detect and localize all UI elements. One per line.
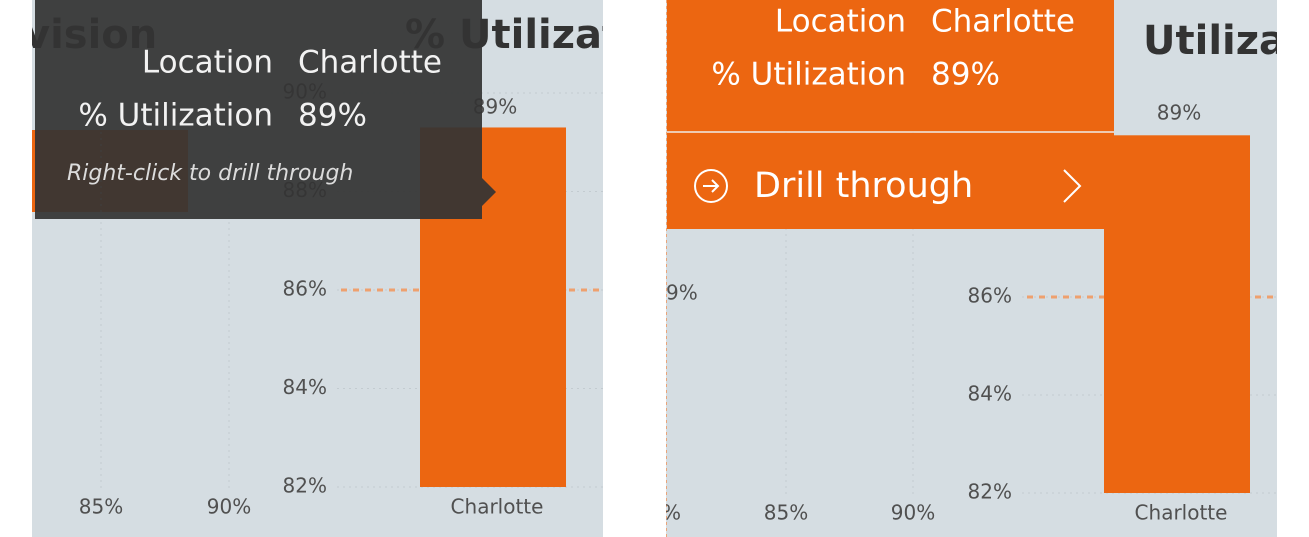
tooltip-label: % Utilization — [711, 57, 906, 93]
drill-icon — [694, 169, 728, 203]
x-tick-label: Charlotte — [451, 495, 544, 519]
y-tick-label: 84% — [283, 375, 327, 399]
y-tick-label: 86% — [968, 284, 1012, 308]
x-tick-label: 85% — [79, 495, 123, 519]
chevron — [1063, 169, 1082, 203]
label-fragment: 9% — [666, 281, 698, 305]
y-tick-label: 82% — [968, 480, 1012, 504]
x-tick-label: Charlotte — [1135, 501, 1228, 525]
y-tick-label: 84% — [968, 382, 1012, 406]
menu-item-label[interactable]: Drill through — [754, 166, 973, 206]
drill-through-button[interactable]: Drill through — [667, 133, 1128, 229]
tooltip-value: Charlotte — [298, 45, 442, 81]
context-menu: Location Charlotte % Utilization 89% Dri… — [667, 0, 1128, 229]
y-tick-label: 86% — [283, 277, 327, 301]
tooltip-box — [667, 0, 1114, 131]
x-tick-label: 90% — [891, 501, 935, 525]
tooltip-pointer — [482, 178, 496, 206]
column-chart: 82% 84% 86% 89% Charlotte — [968, 101, 1277, 525]
bar — [1104, 135, 1250, 494]
left-panel: vision % Utilizat 85% 90% 82%84%86%88%90… — [32, 0, 603, 537]
x-tick-label: 85% — [764, 501, 808, 525]
tooltip-value: Charlotte — [931, 4, 1075, 40]
tooltip-label: Location — [142, 45, 273, 81]
tooltip-box — [35, 0, 482, 219]
tooltip: Location Charlotte % Utilization 89% Rig… — [35, 0, 496, 219]
x-tick-label: 90% — [207, 495, 251, 519]
visual-title: Utiliza — [1143, 18, 1277, 64]
tooltip-label: % Utilization — [78, 98, 273, 134]
label-fragment: % — [666, 501, 681, 525]
data-label: 89% — [1157, 101, 1201, 125]
tooltip-label: Location — [775, 4, 906, 40]
tooltip-hint: Right-click to drill through — [67, 161, 353, 186]
right-panel: Utiliza 9% % 85% 90% 82% 84% 86% 89% Charlot… — [666, 0, 1277, 537]
tooltip-value: 89% — [298, 98, 367, 134]
tooltip-value: 89% — [931, 57, 1000, 93]
menu-item[interactable] — [667, 133, 1114, 229]
y-tick-label: 82% — [283, 474, 327, 498]
drill-icon-arrow — [703, 179, 720, 193]
tooltip-pointer — [1114, 189, 1128, 217]
